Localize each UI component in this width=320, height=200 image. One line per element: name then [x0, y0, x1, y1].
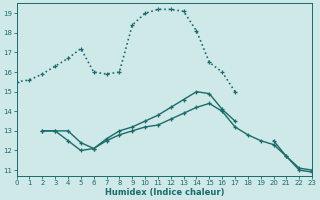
X-axis label: Humidex (Indice chaleur): Humidex (Indice chaleur): [105, 188, 224, 197]
